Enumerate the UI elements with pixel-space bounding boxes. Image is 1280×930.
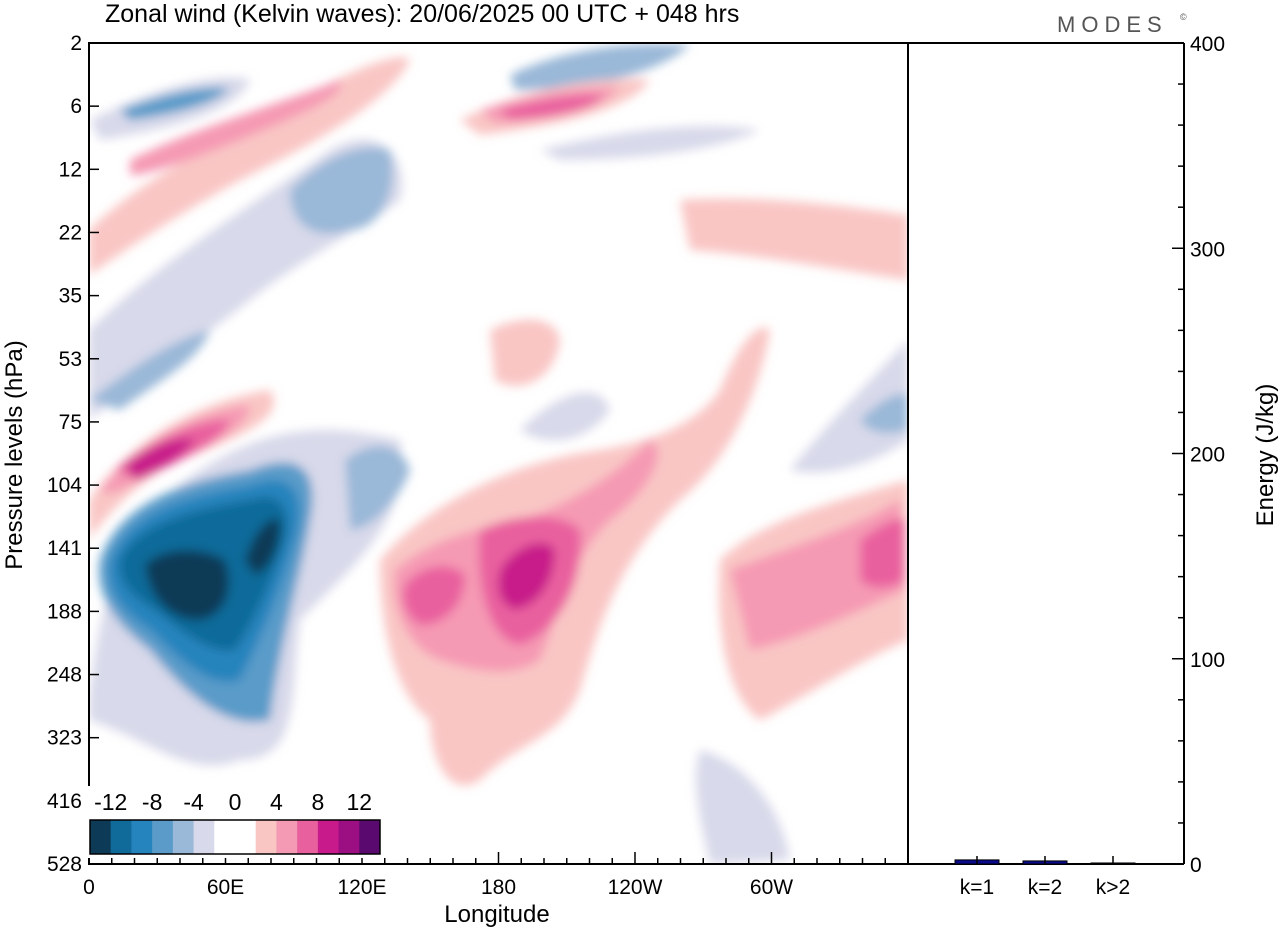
x-axis: 0 60E 120E 180 120W 60W xyxy=(83,852,909,899)
contour-neg-main-12b xyxy=(245,519,281,575)
y-tick-label: 416 xyxy=(47,790,82,813)
contour-pos-10-mid xyxy=(498,542,555,610)
colorbar-swatch xyxy=(193,820,215,854)
contour-neg-mid-tropo xyxy=(89,330,210,410)
colorbar-swatch xyxy=(297,820,319,854)
y-axis-label-left: Pressure levels (hPa) xyxy=(1,340,28,569)
y-tick-label: 6 xyxy=(70,95,82,118)
colorbar-swatch xyxy=(172,820,195,854)
colorbar-legend: -12 -8 -4 0 4 8 12 xyxy=(86,786,384,858)
contour-pos-10-west xyxy=(125,438,195,480)
colorbar-label: 8 xyxy=(311,789,324,815)
y-tick-label: 2 xyxy=(70,32,82,55)
energy-category-label: k=2 xyxy=(1028,876,1062,899)
colorbar-swatch xyxy=(276,820,298,854)
contour-field xyxy=(89,43,908,864)
colorbar-swatch xyxy=(131,820,153,854)
y-tick-label: 323 xyxy=(47,727,82,750)
contour-neg-mid-strat xyxy=(290,147,393,234)
colorbar-swatch xyxy=(235,820,257,854)
colorbar-swatch xyxy=(214,820,236,854)
contour-pos-8-mid-a xyxy=(403,566,465,625)
y-tick-label: 141 xyxy=(47,537,82,560)
energy-category-label: k>2 xyxy=(1096,876,1130,899)
contour-pos-strat-right xyxy=(680,198,908,280)
x-tick-label: 60W xyxy=(750,876,793,899)
brand-logo: MODES xyxy=(1057,12,1168,37)
contour-neg-mid-120e xyxy=(345,446,410,530)
energy-y-tick-label: 400 xyxy=(1190,33,1225,56)
colorbar-swatch xyxy=(152,820,174,854)
energy-panel: k=1 k=2 k>2 0 100 200 300 400 Energy (J/kg) xyxy=(907,33,1279,899)
colorbar-swatch xyxy=(255,820,277,854)
contour-pos-mid-strat xyxy=(490,319,560,386)
contour-pos-4-right xyxy=(730,500,905,650)
energy-y-tick-label: 0 xyxy=(1190,854,1202,877)
contour-neg-band-right xyxy=(695,750,790,864)
y-tick-label: 104 xyxy=(47,474,82,497)
y-axis-label-right: Energy (J/kg) xyxy=(1252,384,1279,527)
y-tick-label: 53 xyxy=(59,348,82,371)
colorbar-swatch xyxy=(359,820,381,854)
colorbar-label: 0 xyxy=(229,789,242,815)
contour-neg-top-right-4 xyxy=(510,43,690,90)
y-tick-label: 35 xyxy=(59,285,82,308)
colorbar-label: -12 xyxy=(94,789,127,815)
contour-pos-upper-strat xyxy=(89,57,410,276)
y-tick-label: 12 xyxy=(59,158,82,181)
colorbar-outline xyxy=(89,819,381,855)
contour-neg-band-east xyxy=(790,340,908,473)
colorbar-label: 4 xyxy=(270,789,283,815)
y-tick-label: 528 xyxy=(47,853,82,876)
chart-title: Zonal wind (Kelvin waves): 20/06/2025 00… xyxy=(105,0,739,28)
y-tick-label: 75 xyxy=(59,411,82,434)
colorbar-label: -8 xyxy=(142,789,162,815)
x-tick-label: 60E xyxy=(207,876,244,899)
contour-neg-main-12 xyxy=(145,550,229,620)
y-tick-label: 248 xyxy=(47,664,82,687)
x-tick-label: 180 xyxy=(481,876,516,899)
contour-neg-band-mid xyxy=(520,392,610,441)
colorbar-label: 12 xyxy=(346,789,372,815)
contour-neg-top-6 xyxy=(120,87,230,120)
energy-category-label: k=1 xyxy=(960,876,994,899)
contour-pos-4-strat xyxy=(130,80,342,175)
contour-pos-8-right xyxy=(860,518,905,588)
energy-bars: k=1 k=2 k>2 xyxy=(954,856,1136,899)
energy-y-tick-label: 200 xyxy=(1190,444,1225,467)
energy-y-axis: 0 100 200 300 400 xyxy=(1172,33,1225,877)
brand-mark: © xyxy=(1180,12,1187,22)
colorbar-label: -4 xyxy=(183,789,204,815)
y-tick-label: 22 xyxy=(59,221,82,244)
x-tick-label: 120E xyxy=(337,876,386,899)
x-tick-label: 120W xyxy=(608,876,663,899)
heatmap-plot xyxy=(88,42,909,865)
colorbar-swatch xyxy=(90,820,112,854)
energy-y-tick-label: 100 xyxy=(1190,649,1225,672)
contour-neg-band-top-right xyxy=(540,126,760,160)
y-axis-pressure: 2 6 12 22 35 53 75 104 141 188 248 323 416 528 xyxy=(47,32,99,876)
y-tick-label: 188 xyxy=(47,600,82,623)
x-axis-label: Longitude xyxy=(444,901,549,928)
colorbar-swatch xyxy=(317,820,340,854)
x-tick-label: 0 xyxy=(83,876,95,899)
contour-pos-8-upper-right xyxy=(500,94,605,120)
colorbar-swatch xyxy=(110,820,132,854)
energy-y-tick-label: 300 xyxy=(1190,238,1225,261)
colorbar-swatch xyxy=(338,820,360,854)
contour-neg-mid-east xyxy=(860,393,908,433)
